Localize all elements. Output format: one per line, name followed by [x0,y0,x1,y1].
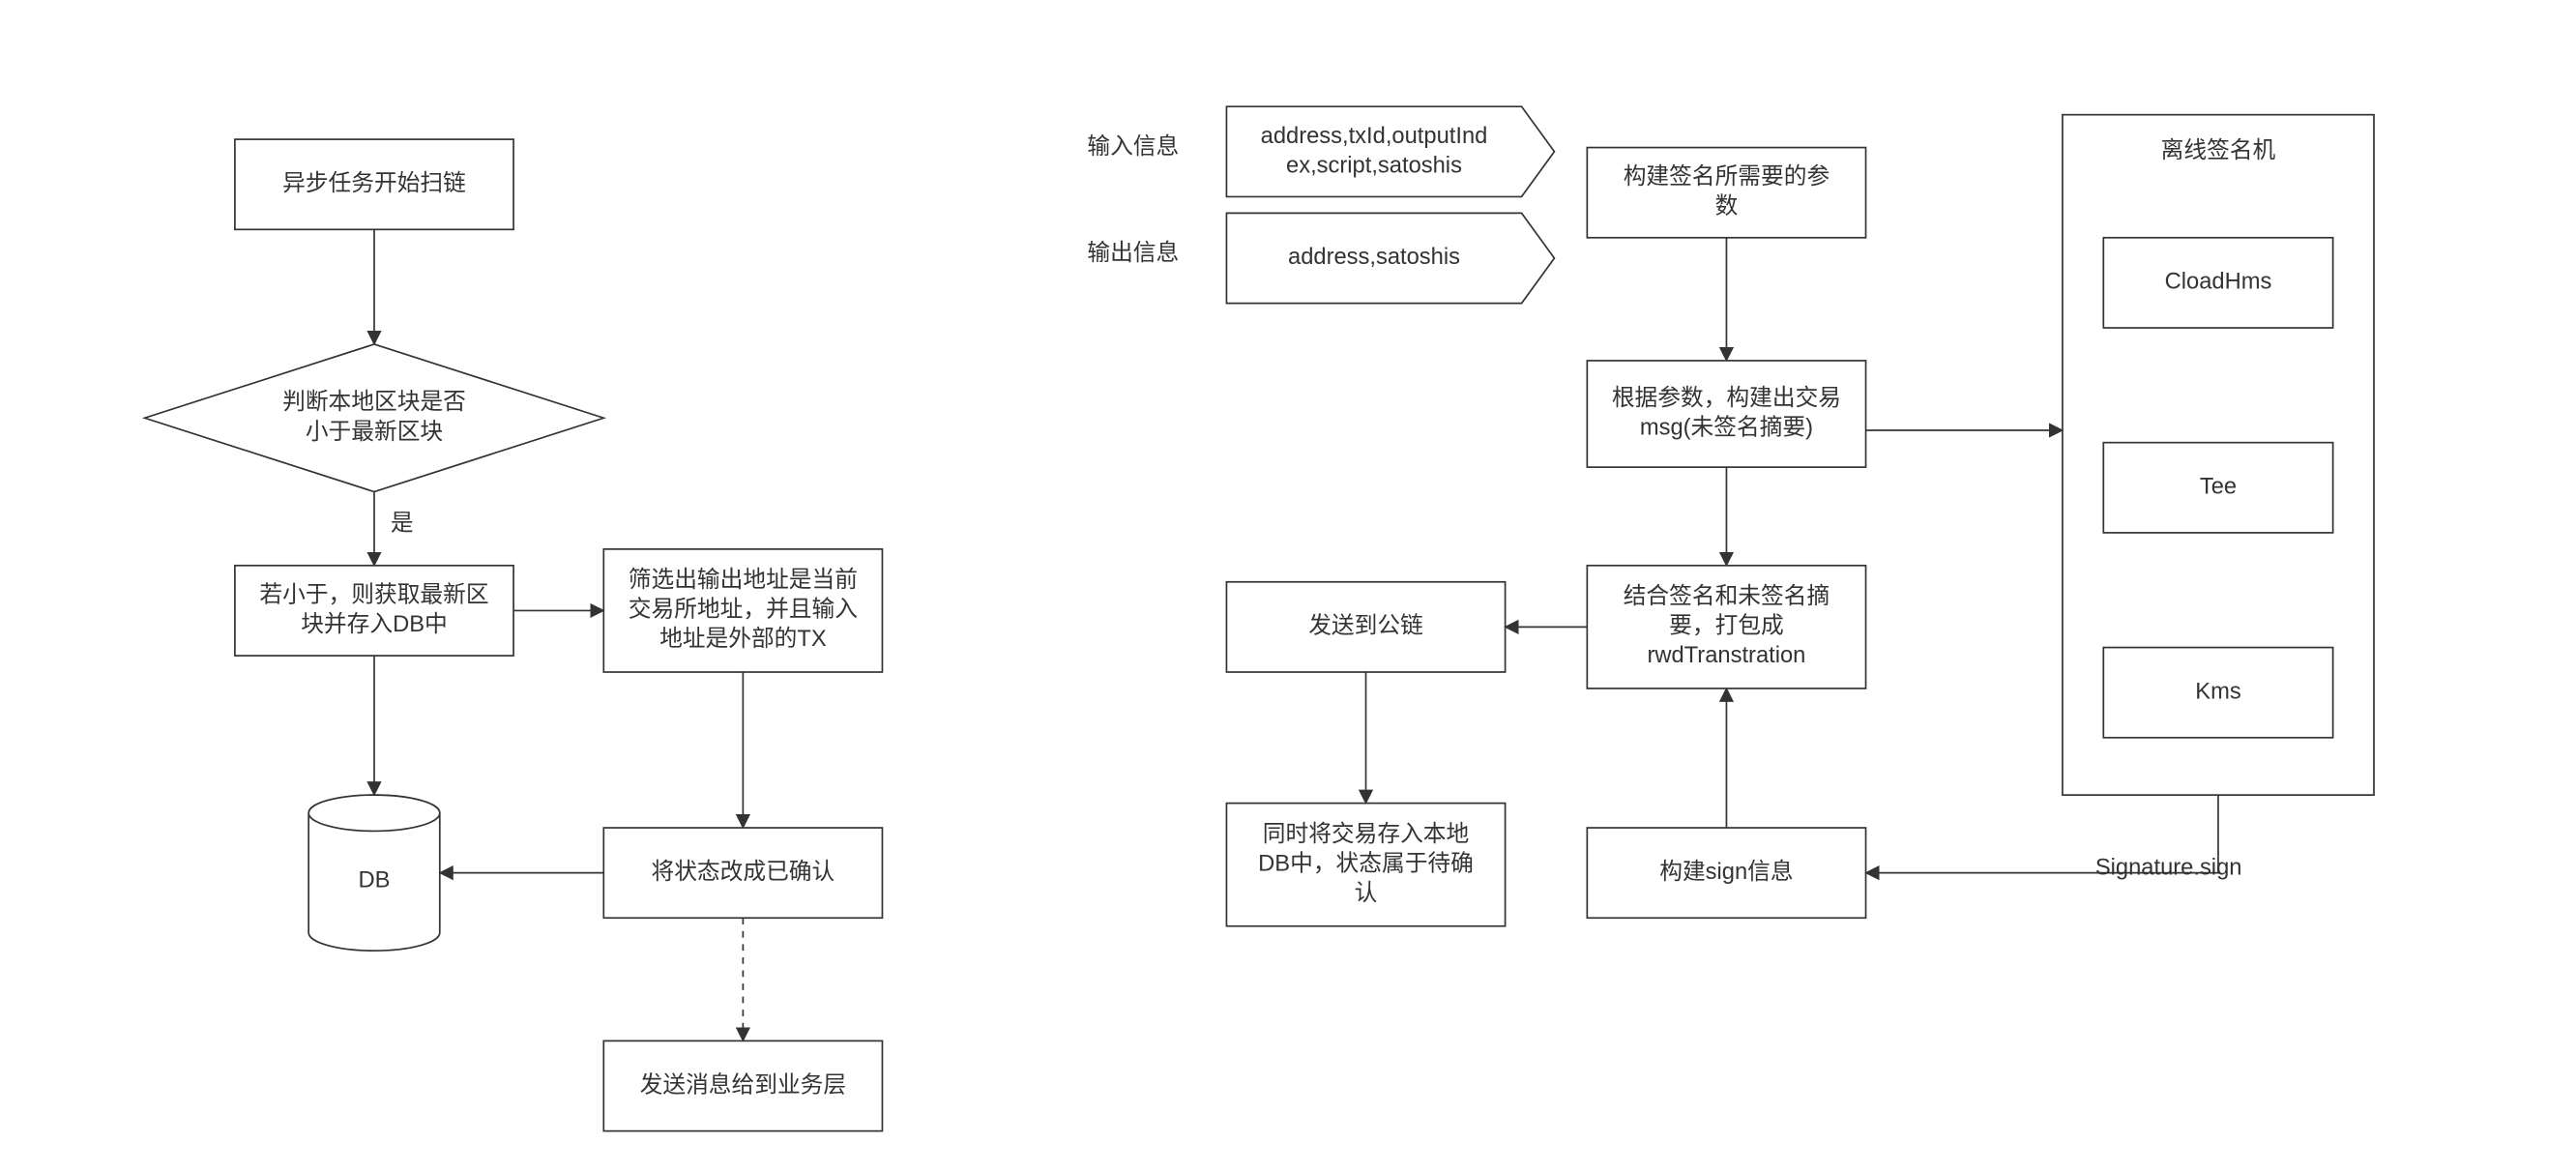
svg-text:Tee: Tee [2200,475,2237,500]
node-build-params [1587,148,1865,238]
label: 输入信息 [1087,133,1179,160]
svg-text:小于最新区块: 小于最新区块 [306,419,443,445]
svg-text:address,txId,outputInd: address,txId,outputInd [1261,124,1488,149]
svg-text:构建签名所需要的参: 构建签名所需要的参 [1624,163,1830,190]
label: Signature.sign [2095,856,2242,881]
svg-text:块并存入DB中: 块并存入DB中 [301,611,448,637]
node-fetch [235,566,513,656]
svg-text:CloadHms: CloadHms [2165,270,2272,295]
svg-text:发送到公链: 发送到公链 [1308,613,1423,639]
svg-text:rwdTranstration: rwdTranstration [1647,643,1805,668]
svg-text:DB中，状态属于待确: DB中，状态属于待确 [1258,850,1474,876]
label: 是 [391,512,414,537]
node-input-data [1226,106,1554,196]
svg-text:ex,script,satoshis: ex,script,satoshis [1286,153,1462,178]
svg-text:判断本地区块是否: 判断本地区块是否 [282,389,466,415]
svg-text:交易所地址，并且输入: 交易所地址，并且输入 [629,597,858,623]
svg-text:DB: DB [359,867,391,893]
flowchart-canvas: 异步任务开始扫链判断本地区块是否小于最新区块若小于，则获取最新区块并存入DB中 筛… [0,0,2576,1172]
svg-text:地址是外部的TX: 地址是外部的TX [659,626,827,652]
svg-text:离线签名机: 离线签名机 [2161,137,2276,163]
svg-text:筛选出输出地址是当前: 筛选出输出地址是当前 [629,567,858,593]
svg-text:构建sign信息: 构建sign信息 [1659,859,1793,885]
label: 输出信息 [1087,240,1179,266]
node-decision [145,344,604,492]
node-build-msg [1587,361,1865,467]
svg-text:结合签名和未签名摘: 结合签名和未签名摘 [1624,583,1830,609]
svg-text:根据参数，构建出交易: 根据参数，构建出交易 [1612,385,1841,411]
svg-text:发送消息给到业务层: 发送消息给到业务层 [640,1071,846,1098]
svg-text:要，打包成: 要，打包成 [1669,613,1784,639]
svg-text:异步任务开始扫链: 异步任务开始扫链 [282,170,466,196]
svg-text:认: 认 [1355,880,1378,906]
svg-text:同时将交易存入本地: 同时将交易存入本地 [1263,821,1469,847]
svg-text:数: 数 [1715,193,1739,220]
svg-text:将状态改成已确认: 将状态改成已确认 [651,859,834,885]
svg-text:Kms: Kms [2195,679,2240,704]
svg-text:msg(未签名摘要): msg(未签名摘要) [1640,415,1813,441]
svg-text:address,satoshis: address,satoshis [1288,245,1460,270]
svg-text:若小于，则获取最新区: 若小于，则获取最新区 [259,581,488,607]
